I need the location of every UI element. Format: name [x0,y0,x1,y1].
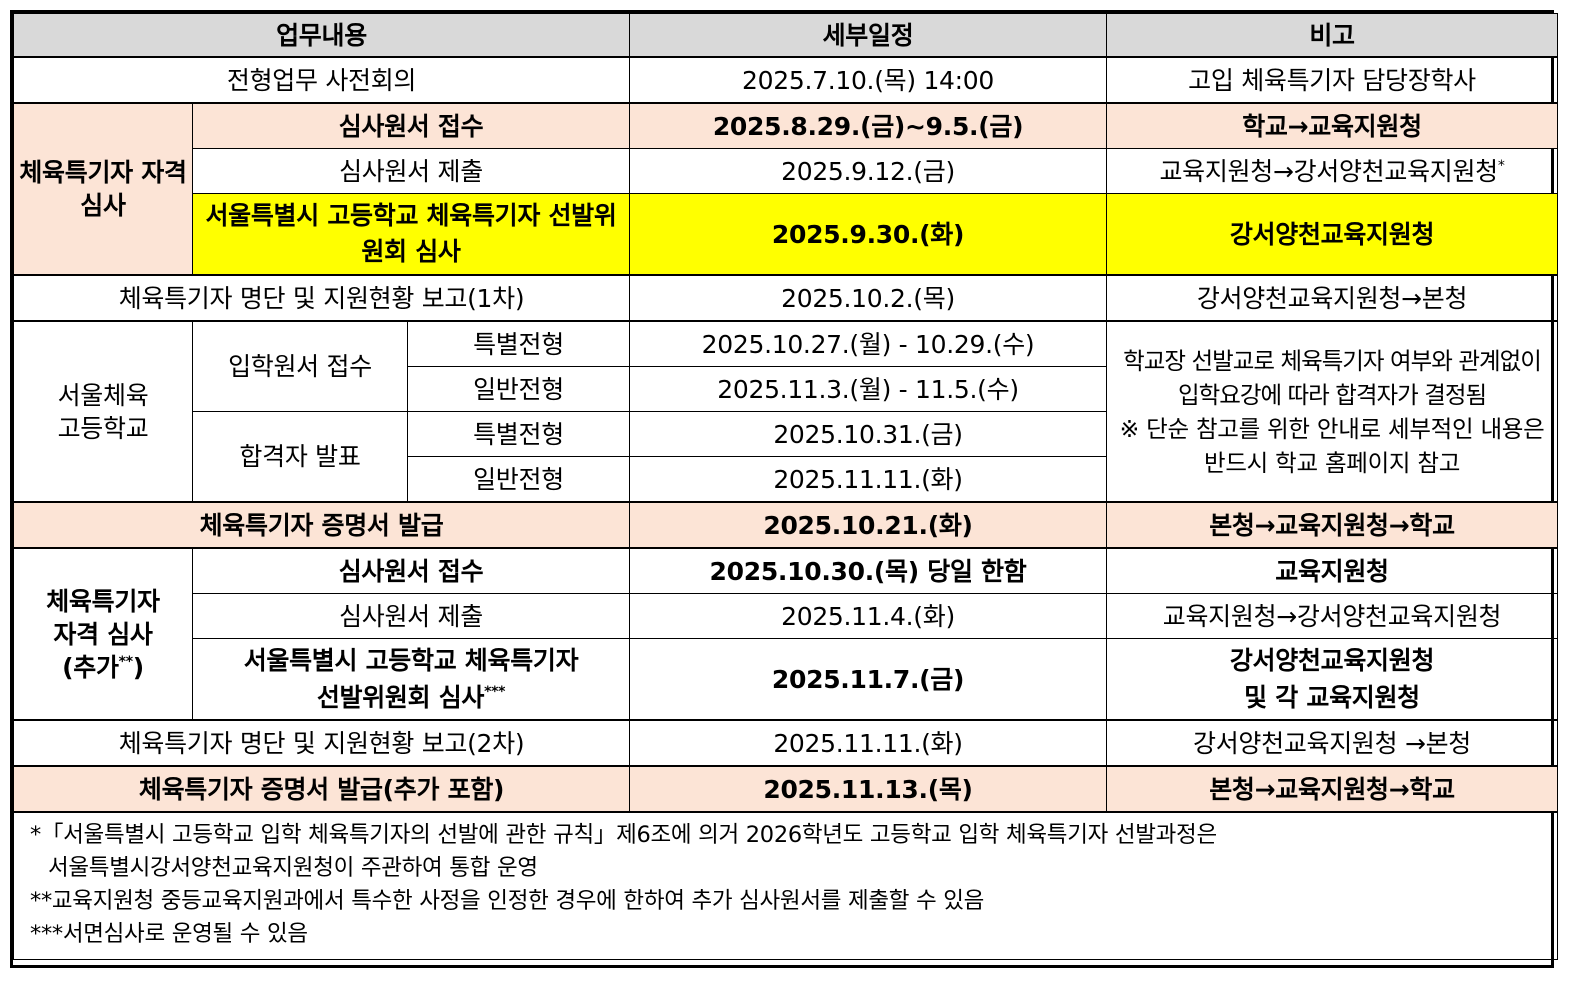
row-report2: 체육특기자 명단 및 지원현황 보고(2차) 2025.11.11.(화) 강서… [12,719,1559,767]
header-schedule: 세부일정 [629,13,1108,58]
cert1-task: 체육특기자 증명서 발급 [12,501,631,549]
cert2-note: 본청→교육지원청→학교 [1106,765,1559,813]
review2-committee-note-1: 강서양천교육지원청 [1229,646,1435,675]
header-row: 업무내용 세부일정 비고 [12,13,1559,58]
seoul-school-remark: 학교장 선발교로 체육특기자 여부와 관계없이 입학요강에 따라 합격자가 결정… [1106,320,1559,503]
row-apply-general: 일반전형 2025.11.3.(월) - 11.5.(수) [14,366,1558,412]
review1-submit-note: 교육지원청→강서양천교육지원청* [1106,148,1559,194]
review2-submit-note: 교육지원청→강서양천교육지원청 [1106,593,1559,639]
cert1-date: 2025.10.21.(화) [629,501,1108,549]
apply-general-label: 일반전형 [406,366,631,412]
row-cert2: 체육특기자 증명서 발급(추가 포함) 2025.11.13.(목) 본청→교육… [12,765,1559,813]
row-apply-special: 서울체육 고등학교 입학원서 접수 특별전형 2025.10.27.(월) - … [13,320,1559,503]
apply-label: 입학원서 접수 [192,320,408,412]
review1-receive-task: 심사원서 접수 [191,102,631,149]
announce-general-label: 일반전형 [406,456,631,503]
schedule-table-frame: 업무내용 세부일정 비고 전형업무 사전회의 2025.7.10.(목) 14:… [10,10,1559,968]
review2-committee-note-2: 및 각 교육지원청 [1244,683,1420,712]
row-announce-special: 합격자 발표 특별전형 2025.10.31.(금) [14,411,1558,503]
row-review1-receive: 체육특기자 자격 심사 심사원서 접수 2025.8.29.(금)~9.5.(금… [13,102,1559,276]
review2-submit-date: 2025.11.4.(화) [629,593,1108,639]
report2-task: 체육특기자 명단 및 지원현황 보고(2차) [12,719,631,767]
review2-committee-task-1: 서울특별시 고등학교 체육특기자 [243,646,579,675]
review2-receive-task: 심사원서 접수 [191,547,631,594]
review1-submit-task: 심사원서 제출 [191,148,631,194]
schedule-table: 업무내용 세부일정 비고 전형업무 사전회의 2025.7.10.(목) 14:… [12,13,1559,960]
review1-committee-task: 서울특별시 고등학교 체육특기자 선발위원회 심사 [191,193,631,276]
review2-committee-note: 강서양천교육지원청 및 각 교육지원청 [1106,638,1559,721]
report2-date: 2025.11.11.(화) [629,719,1108,767]
review2-committee-date: 2025.11.7.(금) [629,638,1108,721]
footnotes: *「서울특별시 고등학교 입학 체육특기자의 선발에 관한 규칙」제6조에 의거… [12,811,1559,960]
row-review2-submit: 심사원서 제출 2025.11.4.(화) 교육지원청→강서양천교육지원청 [14,593,1559,639]
review1-committee-note: 강서양천교육지원청 [1106,193,1559,276]
review2-group: 체육특기자 자격 심사 (추가**) [13,547,193,721]
review2-committee-task: 서울특별시 고등학교 체육특기자 선발위원회 심사*** [191,638,631,721]
row-review2-receive: 체육특기자 자격 심사 (추가**) 심사원서 접수 2025.10.30.(목… [13,547,1559,721]
row-review2-committee: 서울특별시 고등학교 체육특기자 선발위원회 심사*** 2025.11.7.(… [14,638,1559,721]
announce-general-date: 2025.11.11.(화) [629,456,1108,503]
report2-note: 강서양천교육지원청 →본청 [1106,719,1559,767]
review2-receive-date: 2025.10.30.(목) 당일 한함 [629,547,1108,594]
footnote-mark-2: ** [118,653,133,670]
row-review1-committee: 서울특별시 고등학교 체육특기자 선발위원회 심사 2025.9.30.(화) … [14,193,1559,276]
review1-submit-date: 2025.9.12.(금) [629,148,1108,194]
report1-note: 강서양천교육지원청→본청 [1106,274,1559,322]
review1-receive-note: 학교→교육지원청 [1106,102,1559,149]
review2-group-end: ) [132,652,144,682]
cert2-date: 2025.11.13.(목) [629,765,1108,813]
row-footnotes: *「서울특별시 고등학교 입학 체육특기자의 선발에 관한 규칙」제6조에 의거… [12,811,1559,960]
footnote-3: ***서면심사로 운영될 수 있음 [30,921,308,947]
pre-meeting-date: 2025.7.10.(목) 14:00 [629,56,1108,104]
row-report1: 체육특기자 명단 및 지원현황 보고(1차) 2025.10.2.(목) 강서양… [12,274,1559,322]
announce-label: 합격자 발표 [192,411,408,503]
announce-special-label: 특별전형 [406,411,631,457]
report1-date: 2025.10.2.(목) [629,274,1108,322]
seoul-school-remark-2: ※ 단순 참고를 위한 안내로 세부적인 내용은 반드시 학교 홈페이지 참고 [1119,414,1545,477]
pre-meeting-note: 고입 체육특기자 담당장학사 [1106,56,1559,104]
review1-committee-date: 2025.9.30.(화) [629,193,1108,276]
footnote-mark-1: * [1497,157,1505,174]
announce-special-date: 2025.10.31.(금) [629,411,1108,457]
review1-group: 체육특기자 자격 심사 [13,102,193,276]
cert2-task: 체육특기자 증명서 발급(추가 포함) [12,765,631,813]
footnote-1-line2: 서울특별시강서양천교육지원청이 주관하여 통합 운영 [48,855,538,881]
footnote-mark-3: *** [484,684,506,700]
cert1-note: 본청→교육지원청→학교 [1106,501,1559,549]
review1-receive-date: 2025.8.29.(금)~9.5.(금) [629,102,1108,149]
seoul-school-remark-1: 학교장 선발교로 체육특기자 여부와 관계없이 입학요강에 따라 합격자가 결정… [1123,346,1542,409]
report1-task: 체육특기자 명단 및 지원현황 보고(1차) [12,274,631,322]
review2-receive-note: 교육지원청 [1106,547,1559,594]
review2-group-text: 체육특기자 자격 심사 (추가 [46,586,160,682]
review2-submit-task: 심사원서 제출 [191,593,631,639]
apply-special-label: 특별전형 [406,320,631,367]
apply-general-date: 2025.11.3.(월) - 11.5.(수) [629,366,1108,412]
row-pre-meeting: 전형업무 사전회의 2025.7.10.(목) 14:00 고입 체육특기자 담… [12,56,1559,104]
pre-meeting-task: 전형업무 사전회의 [12,56,631,104]
review2-committee-task-2: 선발위원회 심사 [316,683,485,712]
row-cert1: 체육특기자 증명서 발급 2025.10.21.(화) 본청→교육지원청→학교 [12,501,1559,549]
footnote-1-line1: *「서울특별시 고등학교 입학 체육특기자의 선발에 관한 규칙」제6조에 의거… [30,822,1217,848]
review1-submit-note-text: 교육지원청→강서양천교육지원청 [1159,156,1498,186]
header-remarks: 비고 [1106,13,1559,58]
row-review1-submit: 심사원서 제출 2025.9.12.(금) 교육지원청→강서양천교육지원청* [14,148,1559,194]
header-task: 업무내용 [12,13,631,58]
footnote-2: **교육지원청 중등교육지원과에서 특수한 사정을 인정한 경우에 한하여 추가… [30,888,985,914]
apply-special-date: 2025.10.27.(월) - 10.29.(수) [629,320,1108,367]
seoul-school-group: 서울체육 고등학교 [13,320,193,503]
